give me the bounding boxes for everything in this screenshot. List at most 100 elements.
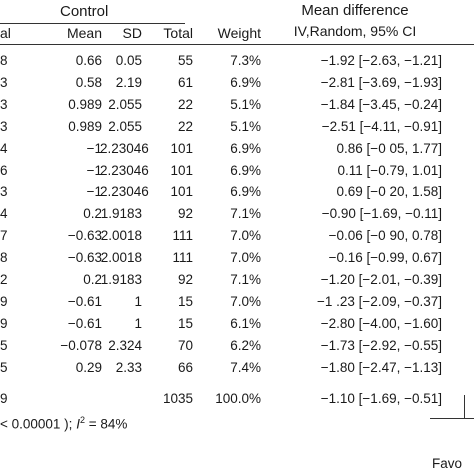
row-mean-difference: −1 .23 [−2.09, −0.37] [317, 293, 442, 309]
row-sd: 2.055 [108, 118, 142, 134]
row-mean: −1 [86, 162, 102, 178]
row-weight: 6.9% [230, 162, 261, 178]
row-mean-difference: −1.80 [−2.47, −1.13] [320, 359, 442, 375]
total-row-weight: 100.0% [215, 391, 261, 406]
row-weight: 6.9% [230, 184, 261, 200]
row-sd: 1.9183 [100, 272, 142, 287]
row-weight: 7.3% [230, 53, 261, 68]
row-total: 70 [177, 337, 193, 353]
row-weight: 7.1% [230, 206, 261, 222]
row-mean: 0.58 [75, 74, 102, 90]
heterogeneity-superscript: 2 [79, 415, 85, 425]
row-sd: 2.0018 [100, 228, 142, 244]
row-sd: 2.324 [108, 337, 142, 353]
row-total-cut: 6 [0, 162, 8, 178]
row-sd: 1 [134, 293, 142, 309]
row-sd: 2.33 [115, 359, 142, 375]
row-total-cut: 5 [0, 359, 8, 375]
forest-plot-null-line [464, 395, 465, 418]
row-mean: 0.2 [83, 206, 102, 222]
row-mean: −0.61 [67, 315, 102, 331]
row-sd: 2.23046 [100, 140, 149, 156]
row-total: 15 [177, 315, 193, 331]
col-header-weight: Weight [217, 25, 261, 41]
row-total: 111 [172, 228, 193, 244]
group-header-rule [0, 23, 185, 24]
row-mean-difference: −0.90 [−1.69, −0.11] [321, 206, 442, 222]
row-total: 101 [170, 162, 193, 178]
row-total: 101 [170, 184, 193, 200]
heterogeneity-prefix: < 0.00001 ); [0, 416, 77, 432]
row-total-cut: 7 [0, 228, 8, 244]
row-sd: 2.19 [115, 74, 142, 90]
row-total-cut: 8 [0, 53, 8, 68]
row-total-cut: 2 [0, 272, 8, 287]
heterogeneity-text: < 0.00001 ); I2 = 84% [0, 412, 127, 433]
heterogeneity-i-symbol: I [76, 416, 80, 432]
row-weight: 6.9% [230, 140, 261, 156]
row-total-cut: 9 [0, 315, 8, 331]
total-row-mean-difference: −1.10 [−1.69, −0.51] [320, 391, 442, 406]
row-sd: 2.0018 [100, 250, 142, 266]
row-weight: 7.0% [230, 293, 261, 309]
favours-label: Favo [432, 456, 463, 471]
row-mean: 0.989 [68, 96, 102, 112]
row-total: 15 [177, 293, 193, 309]
row-weight: 7.0% [230, 250, 261, 266]
row-total: 101 [170, 140, 193, 156]
row-sd: 1 [134, 315, 142, 331]
row-mean-difference: 0.11 [−0.79, 1.01] [337, 162, 442, 178]
row-mean-difference: −0.06 [−0 90, 0.78] [328, 228, 442, 244]
row-weight: 7.1% [230, 272, 261, 287]
row-weight: 6.1% [230, 315, 261, 331]
row-weight: 5.1% [230, 96, 261, 112]
row-weight: 7.0% [230, 228, 261, 244]
row-total: 55 [177, 53, 193, 68]
row-weight: 5.1% [230, 118, 261, 134]
row-mean-difference: −1.92 [−2.63, −1.21] [320, 53, 442, 68]
row-sd: 2.23046 [100, 162, 149, 178]
row-weight: 6.2% [230, 337, 261, 353]
row-total: 92 [177, 206, 193, 222]
row-total-cut: 3 [0, 184, 8, 200]
row-mean-difference: −0.16 [−0.99, 0.67] [328, 250, 442, 266]
col-header-sd: SD [122, 25, 142, 41]
row-total: 22 [177, 96, 193, 112]
forest-plot-axis [430, 418, 474, 419]
col-header-total: Total [163, 25, 193, 41]
row-total-cut: 4 [0, 206, 8, 222]
row-mean: −0.61 [67, 293, 102, 309]
row-mean-difference: 0.86 [−0 05, 1.77] [336, 140, 442, 156]
row-mean: −1 [86, 184, 102, 200]
row-mean-difference: 0.69 [−0 20, 1.58] [336, 184, 442, 200]
row-mean: 0.29 [75, 359, 102, 375]
heterogeneity-suffix: = 84% [84, 416, 128, 432]
col-header-mean: Mean [66, 25, 102, 41]
row-total-cut: 3 [0, 74, 8, 90]
row-mean-difference: −2.80 [−4.00, −1.60] [320, 315, 442, 331]
group-header-control: Control [60, 3, 109, 20]
row-total: 61 [177, 74, 193, 90]
mean-difference-subtitle: IV,Random, 95% CI [293, 23, 417, 39]
row-sd: 2.055 [108, 96, 142, 112]
row-mean-difference: −1.84 [−3.45, −0.24] [320, 96, 442, 112]
row-weight: 6.9% [230, 74, 261, 90]
total-row-total: 1035 [162, 391, 193, 406]
col-header-total-cut: al [0, 25, 11, 41]
row-total-cut: 4 [0, 140, 8, 156]
row-mean: −0.63 [67, 250, 102, 266]
row-mean: −0.63 [67, 228, 102, 244]
row-sd: 1.9183 [100, 206, 142, 222]
row-total-cut: 3 [0, 96, 8, 112]
row-mean: 0.66 [75, 53, 102, 68]
row-total: 111 [172, 250, 193, 266]
mean-difference-title: Mean difference [301, 2, 409, 19]
header-rule [0, 44, 474, 45]
row-sd: 2.23046 [100, 184, 149, 200]
row-total: 66 [177, 359, 193, 375]
row-mean: 0.989 [68, 118, 102, 134]
row-total-cut: 9 [0, 293, 8, 309]
row-mean: −0.078 [60, 337, 102, 353]
row-mean-difference: −2.51 [−4.11, −0.91] [321, 118, 442, 134]
total-row-cut: 9 [0, 391, 8, 406]
